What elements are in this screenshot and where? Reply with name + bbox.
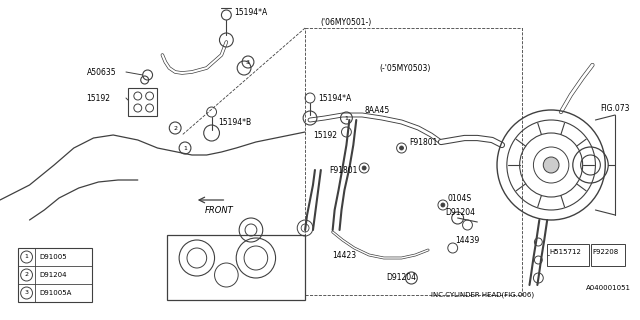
Text: D91204: D91204 <box>40 272 67 278</box>
Text: 3: 3 <box>246 60 250 65</box>
Text: 2: 2 <box>173 125 177 131</box>
Bar <box>167 235 305 300</box>
Text: 2: 2 <box>24 273 29 277</box>
Text: 15194*A: 15194*A <box>234 7 268 17</box>
Text: 0104S: 0104S <box>448 194 472 203</box>
Circle shape <box>543 157 559 173</box>
Text: D91204: D91204 <box>386 274 416 283</box>
Text: 1: 1 <box>183 146 187 150</box>
Text: D91204: D91204 <box>445 207 475 217</box>
Text: D91005A: D91005A <box>40 290 72 296</box>
Text: F91801: F91801 <box>410 138 438 147</box>
Text: 1: 1 <box>344 116 348 121</box>
Bar <box>591 244 625 266</box>
Text: 14439: 14439 <box>456 236 480 244</box>
Text: 8AA45: 8AA45 <box>364 106 389 115</box>
Text: F91801: F91801 <box>330 165 358 174</box>
Bar <box>18 248 92 302</box>
Text: H515712: H515712 <box>549 249 581 255</box>
Circle shape <box>441 203 445 207</box>
Text: 15192: 15192 <box>313 131 337 140</box>
Text: 15194*A: 15194*A <box>318 93 351 102</box>
Text: A50635: A50635 <box>86 68 116 76</box>
Bar <box>547 244 589 266</box>
Text: F92208: F92208 <box>593 249 619 255</box>
Text: ('06MY0501-): ('06MY0501-) <box>321 18 372 27</box>
Text: (-'05MY0503): (-'05MY0503) <box>379 63 430 73</box>
Circle shape <box>399 146 403 150</box>
Text: 15194*B: 15194*B <box>218 117 252 126</box>
Text: D91005: D91005 <box>40 254 67 260</box>
Bar <box>128 88 157 116</box>
Text: A040001051: A040001051 <box>586 285 630 291</box>
Text: INC.CYLINDER HEAD(FIG.006): INC.CYLINDER HEAD(FIG.006) <box>431 292 534 298</box>
Text: 14423: 14423 <box>333 251 356 260</box>
Text: 1: 1 <box>24 254 29 260</box>
Circle shape <box>362 166 366 170</box>
Text: FIG.073: FIG.073 <box>600 103 630 113</box>
Text: FRONT: FRONT <box>205 205 234 214</box>
Text: 15192: 15192 <box>86 93 111 102</box>
Text: 3: 3 <box>24 291 29 295</box>
